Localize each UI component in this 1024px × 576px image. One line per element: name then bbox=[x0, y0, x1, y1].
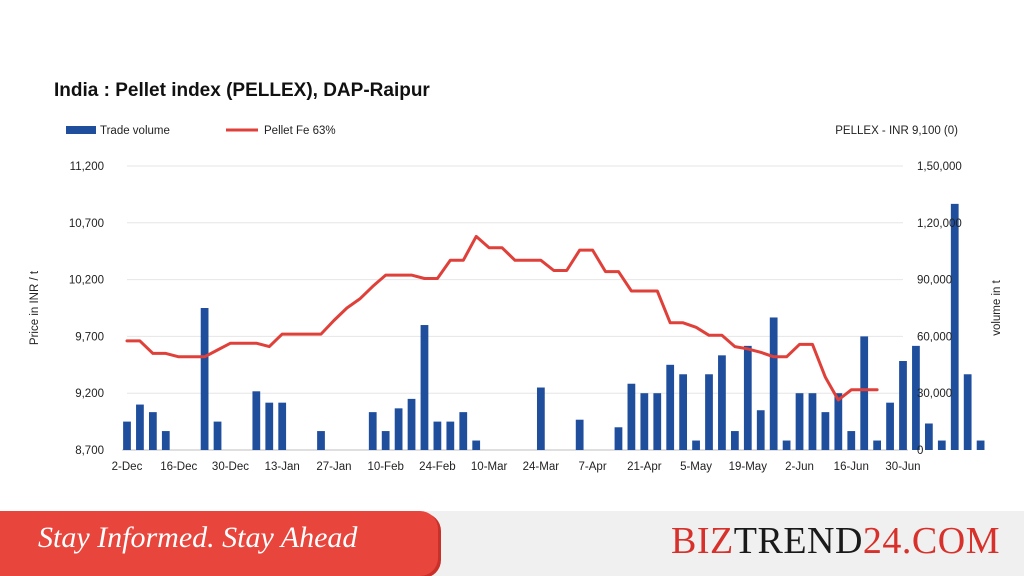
x-tick-label: 24-Mar bbox=[523, 461, 560, 473]
legend-bar-label: Trade volume bbox=[100, 125, 170, 137]
x-tick-label: 19-May bbox=[729, 461, 768, 473]
bar bbox=[252, 391, 261, 450]
legend-line-label: Pellet Fe 63% bbox=[264, 125, 336, 137]
x-tick-label: 16-Dec bbox=[160, 461, 197, 473]
bar bbox=[756, 410, 765, 450]
bar bbox=[136, 404, 144, 450]
x-tick-label: 27-Jan bbox=[316, 461, 351, 473]
bar-series-trade-volume bbox=[123, 203, 985, 450]
x-tick-label: 5-May bbox=[680, 461, 712, 473]
bar bbox=[860, 336, 869, 450]
y-left-tick-label: 11,200 bbox=[70, 161, 104, 173]
bar bbox=[692, 440, 700, 450]
brand-logo: BIZTREND24.COM bbox=[671, 519, 1000, 563]
bar bbox=[808, 393, 817, 450]
bar bbox=[472, 440, 481, 450]
y-right-tick-label: 30,000 bbox=[917, 388, 952, 400]
bar bbox=[963, 374, 972, 450]
y-axis-left-label: Price in INR / t bbox=[29, 270, 41, 345]
x-tick-label: 10-Feb bbox=[367, 461, 403, 473]
axis-ticks: 11,200 1,50,000 10,700 1,20,000 10,200 90,000… bbox=[69, 161, 962, 473]
bar bbox=[730, 431, 739, 450]
x-tick-label: 7-Apr bbox=[579, 461, 607, 473]
bar bbox=[614, 427, 623, 450]
y-right-tick-label: 90,000 bbox=[917, 275, 952, 287]
bar bbox=[213, 421, 222, 450]
bar bbox=[924, 423, 933, 450]
bar bbox=[407, 398, 416, 450]
x-tick-label: 30-Jun bbox=[885, 461, 920, 473]
bar bbox=[640, 393, 649, 450]
bar bbox=[278, 402, 287, 450]
bar bbox=[394, 408, 403, 450]
bar bbox=[653, 393, 662, 450]
x-tick-label: 21-Apr bbox=[627, 461, 662, 473]
bar bbox=[899, 361, 907, 450]
bar bbox=[795, 393, 804, 450]
bar bbox=[769, 317, 778, 450]
legend-note: PELLEX - INR 9,100 (0) bbox=[835, 125, 958, 137]
x-tick-label: 2-Dec bbox=[112, 461, 143, 473]
bar bbox=[834, 393, 843, 450]
bar bbox=[937, 440, 946, 450]
grid bbox=[122, 165, 908, 451]
bar bbox=[536, 387, 545, 450]
x-tick-label: 10-Mar bbox=[471, 461, 508, 473]
bar bbox=[433, 421, 442, 450]
brand-part-3: 24.COM bbox=[862, 520, 1000, 562]
bar bbox=[161, 431, 170, 450]
bar bbox=[446, 421, 455, 450]
y-right-tick-label: 1,50,000 bbox=[917, 161, 962, 173]
bar bbox=[265, 402, 274, 450]
bar bbox=[575, 419, 584, 450]
bar bbox=[200, 308, 209, 450]
y-axis-right-label: volume in t bbox=[991, 279, 1003, 335]
bar bbox=[368, 412, 377, 450]
brand-part-1: BIZ bbox=[671, 520, 734, 562]
x-tick-label: 2-Jun bbox=[785, 461, 814, 473]
legend-bar-swatch bbox=[66, 126, 96, 134]
footer-banner: Stay Informed. Stay Ahead BIZTREND24.COM bbox=[0, 511, 1024, 576]
brand-part-2: TREND bbox=[733, 520, 863, 562]
bar bbox=[148, 412, 157, 450]
bar bbox=[123, 421, 131, 450]
x-tick-label: 30-Dec bbox=[212, 461, 249, 473]
chart-title: India : Pellet index (PELLEX), DAP-Raipu… bbox=[54, 80, 430, 101]
y-left-tick-label: 8,700 bbox=[75, 445, 104, 457]
bar bbox=[912, 345, 920, 450]
y-left-tick-label: 10,200 bbox=[69, 275, 104, 287]
bar bbox=[679, 374, 688, 450]
price-line bbox=[125, 234, 879, 402]
y-right-tick-label: 60,000 bbox=[917, 331, 952, 343]
chart: India : Pellet index (PELLEX), DAP-Raipu… bbox=[29, 80, 1003, 473]
bar bbox=[950, 203, 959, 450]
bar bbox=[627, 383, 636, 450]
bar bbox=[459, 412, 468, 450]
bar bbox=[976, 440, 985, 450]
bar bbox=[705, 374, 713, 450]
bar bbox=[381, 431, 390, 450]
bar bbox=[666, 364, 675, 450]
bar bbox=[821, 412, 830, 450]
y-right-tick-label: 1,20,000 bbox=[917, 218, 962, 230]
bar bbox=[420, 325, 429, 450]
bar bbox=[718, 355, 726, 450]
slogan-text: Stay Informed. Stay Ahead bbox=[38, 521, 358, 554]
y-right-tick-label: 0 bbox=[917, 445, 923, 457]
y-left-tick-label: 10,700 bbox=[69, 218, 104, 230]
bar bbox=[847, 431, 856, 450]
x-tick-label: 13-Jan bbox=[265, 461, 300, 473]
y-left-tick-label: 9,200 bbox=[75, 388, 104, 400]
bar bbox=[782, 440, 791, 450]
bar bbox=[317, 431, 325, 450]
bar bbox=[873, 440, 882, 450]
bar bbox=[743, 345, 752, 450]
x-tick-label: 24-Feb bbox=[419, 461, 455, 473]
bar bbox=[886, 402, 894, 450]
y-left-tick-label: 9,700 bbox=[75, 331, 104, 343]
x-tick-label: 16-Jun bbox=[834, 461, 869, 473]
slogan-box: Stay Informed. Stay Ahead bbox=[0, 511, 438, 576]
line-series-pellet bbox=[125, 234, 879, 402]
